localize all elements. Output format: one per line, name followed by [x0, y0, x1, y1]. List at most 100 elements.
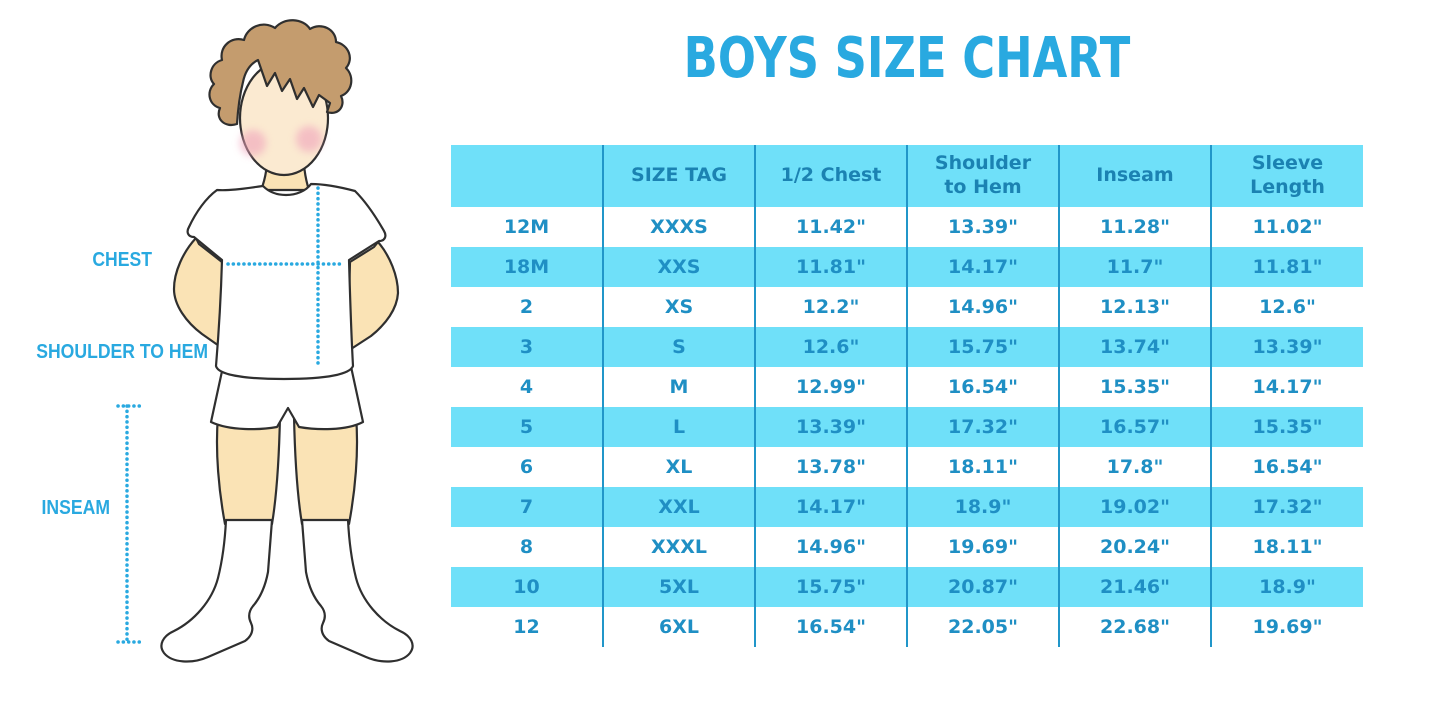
table-row: 2 XS 12.2" 14.96" 12.13" 12.6": [451, 287, 1363, 327]
table-cell: 18.9": [1211, 567, 1363, 607]
table-cell: 10: [451, 567, 604, 607]
table-cell: 11.28": [1059, 207, 1212, 247]
table-cell: 11.02": [1211, 207, 1363, 247]
size-table-header: SIZE TAG 1/2 Chest Shoulder to Hem Inseam Sl…: [451, 145, 1363, 207]
table-cell: 15.75": [755, 567, 908, 607]
inseam-label: INSEAM: [41, 497, 111, 519]
table-cell: 13.78": [755, 447, 908, 487]
table-cell: 20.87": [907, 567, 1060, 607]
table-row: 18M XXS 11.81" 14.17" 11.7" 11.81": [451, 247, 1363, 287]
table-cell: 12.2": [755, 287, 908, 327]
right-arm: [347, 240, 400, 351]
table-cell: XS: [603, 287, 756, 327]
table-cell: 3: [451, 327, 604, 367]
left-sock: [160, 518, 274, 663]
table-cell: 19.02": [1059, 487, 1212, 527]
table-row: 10 5XL 15.75" 20.87" 21.46" 18.9": [451, 567, 1363, 607]
table-cell: S: [603, 327, 756, 367]
column-header: SIZE TAG: [603, 145, 756, 207]
column-header: Shoulder to Hem: [907, 145, 1060, 207]
table-cell: 16.54": [907, 367, 1060, 407]
table-cell: 5XL: [603, 567, 756, 607]
table-cell: 13.39": [907, 207, 1060, 247]
table-cell: 15.35": [1059, 367, 1212, 407]
column-header: 1/2 Chest: [755, 145, 908, 207]
table-cell: 12M: [451, 207, 604, 247]
right-cheek-blush: [296, 126, 322, 152]
table-cell: 14.17": [1211, 367, 1363, 407]
header-row: SIZE TAG 1/2 Chest Shoulder to Hem Inseam Sl…: [451, 145, 1363, 207]
table-cell: M: [603, 367, 756, 407]
table-cell: 22.05": [907, 607, 1060, 647]
table-cell: XXXL: [603, 527, 756, 567]
size-table: SIZE TAG 1/2 Chest Shoulder to Hem Inseam Sl…: [451, 145, 1363, 647]
table-cell: 12: [451, 607, 604, 647]
table-cell: 19.69": [907, 527, 1060, 567]
table-cell: L: [603, 407, 756, 447]
table-cell: 13.74": [1059, 327, 1212, 367]
boy-measurement-illustration: [116, 19, 414, 663]
page-title: BOYS SIZE CHART: [683, 25, 1131, 91]
table-cell: 14.17": [755, 487, 908, 527]
table-cell: 4: [451, 367, 604, 407]
table-cell: 6XL: [603, 607, 756, 647]
right-leg: [292, 414, 359, 526]
table-cell: 8: [451, 527, 604, 567]
table-cell: 13.39": [755, 407, 908, 447]
table-cell: 7: [451, 487, 604, 527]
table-cell: 11.42": [755, 207, 908, 247]
table-row: 8 XXXL 14.96" 19.69" 20.24" 18.11": [451, 527, 1363, 567]
chest-label: CHEST: [92, 249, 152, 271]
shorts: [209, 360, 365, 431]
table-cell: 14.17": [907, 247, 1060, 287]
table-cell: 21.46": [1059, 567, 1212, 607]
table-cell: 16.54": [755, 607, 908, 647]
table-cell: 17.32": [1211, 487, 1363, 527]
table-cell: 11.7": [1059, 247, 1212, 287]
shoulder-to-hem-label: SHOULDER TO HEM: [36, 341, 209, 363]
column-header: Inseam: [1059, 145, 1212, 207]
table-cell: 2: [451, 287, 604, 327]
right-sock: [300, 518, 414, 663]
table-cell: XL: [603, 447, 756, 487]
table-cell: 12.99": [755, 367, 908, 407]
table-cell: 12.6": [1211, 287, 1363, 327]
table-cell: 11.81": [755, 247, 908, 287]
table-cell: 12.13": [1059, 287, 1212, 327]
table-cell: 11.81": [1211, 247, 1363, 287]
table-cell: 19.69": [1211, 607, 1363, 647]
table-row: 7 XXL 14.17" 18.9" 19.02" 17.32": [451, 487, 1363, 527]
table-cell: 18.11": [907, 447, 1060, 487]
table-cell: 17.32": [907, 407, 1060, 447]
table-cell: 14.96": [755, 527, 908, 567]
left-leg: [215, 414, 282, 526]
table-row: 6 XL 13.78" 18.11" 17.8" 16.54": [451, 447, 1363, 487]
column-header: [451, 145, 604, 207]
table-cell: 15.35": [1211, 407, 1363, 447]
table-row: 12M XXXS 11.42" 13.39" 11.28" 11.02": [451, 207, 1363, 247]
table-cell: 18.11": [1211, 527, 1363, 567]
table-cell: 6: [451, 447, 604, 487]
size-table-body: 12M XXXS 11.42" 13.39" 11.28" 11.02" 18M XXS 11.…: [451, 207, 1363, 647]
table-cell: 17.8": [1059, 447, 1212, 487]
table-cell: XXXS: [603, 207, 756, 247]
table-cell: XXS: [603, 247, 756, 287]
table-cell: 22.68": [1059, 607, 1212, 647]
hair: [208, 19, 353, 127]
left-cheek-blush: [240, 130, 266, 156]
table-cell: 14.96": [907, 287, 1060, 327]
table-cell: 13.39": [1211, 327, 1363, 367]
table-cell: 16.54": [1211, 447, 1363, 487]
table-cell: 15.75": [907, 327, 1060, 367]
table-row: 4 M 12.99" 16.54" 15.35" 14.17": [451, 367, 1363, 407]
t-shirt: [186, 182, 387, 381]
table-cell: XXL: [603, 487, 756, 527]
table-cell: 16.57": [1059, 407, 1212, 447]
table-cell: 18M: [451, 247, 604, 287]
column-header: Sleeve Length: [1211, 145, 1363, 207]
table-cell: 18.9": [907, 487, 1060, 527]
table-cell: 5: [451, 407, 604, 447]
table-row: 12 6XL 16.54" 22.05" 22.68" 19.69": [451, 607, 1363, 647]
table-row: 3 S 12.6" 15.75" 13.74" 13.39": [451, 327, 1363, 367]
